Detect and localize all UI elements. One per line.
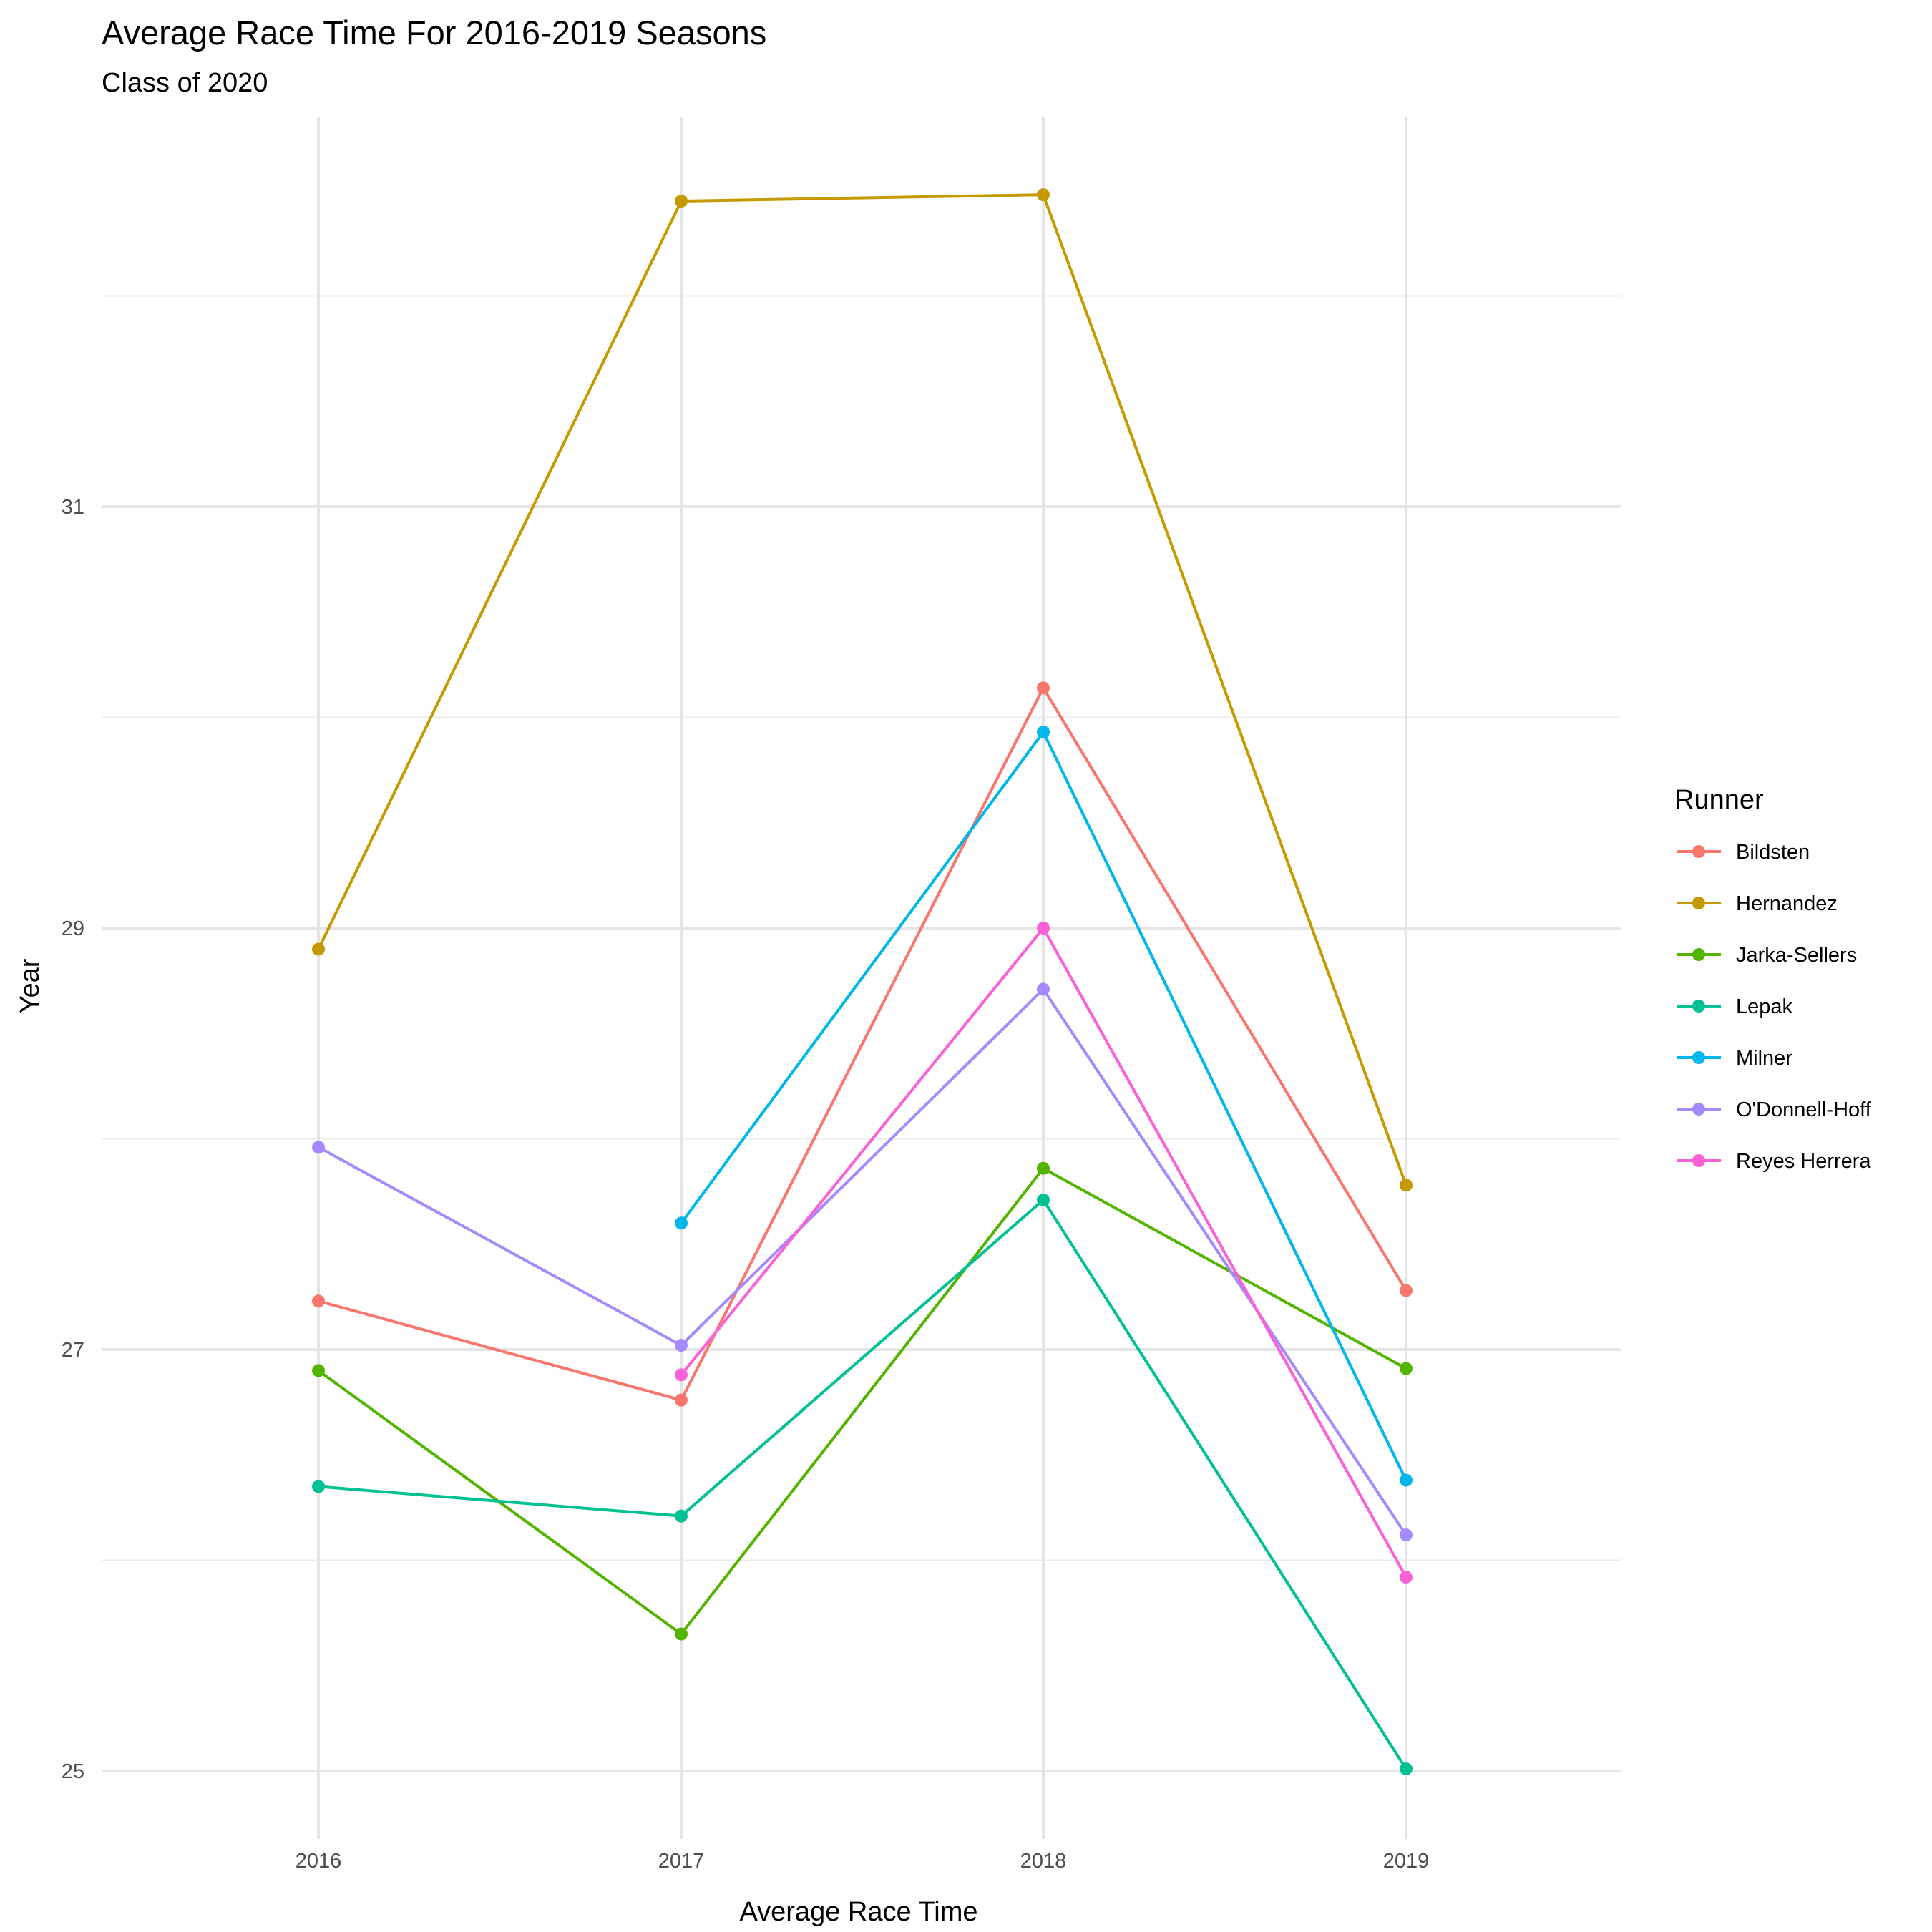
legend-label: Jarka-Sellers <box>1736 944 1857 967</box>
data-point <box>1400 1179 1413 1192</box>
legend-key-point <box>1692 1000 1705 1013</box>
data-point <box>675 194 688 208</box>
legend-item: O'Donnell-Hoff <box>1677 1098 1872 1121</box>
legend-items: Bildsten Hernandez Jarka-Sellers Lepak Milne… <box>1677 841 1872 1173</box>
legend-label: Hernandez <box>1736 892 1838 915</box>
legend-item: Bildsten <box>1677 841 1810 864</box>
data-point <box>1037 982 1050 996</box>
data-point <box>312 1141 325 1154</box>
legend-item: Lepak <box>1677 995 1793 1018</box>
legend-item: Jarka-Sellers <box>1677 944 1857 967</box>
legend-label: O'Donnell-Hoff <box>1736 1098 1872 1121</box>
x-tick-label: 2017 <box>658 1850 705 1873</box>
data-point <box>1037 726 1050 739</box>
legend-key-point <box>1692 1154 1705 1167</box>
data-point <box>312 1364 325 1377</box>
series-points <box>312 188 1413 1776</box>
x-tick-label: 2018 <box>1020 1850 1067 1873</box>
series-line <box>317 193 1407 1186</box>
data-point <box>312 1480 325 1493</box>
chart-title: Average Race Time For 2016-2019 Seasons <box>102 14 766 52</box>
series-lines <box>317 193 1407 1770</box>
y-axis-ticks: 25 27 29 31 <box>62 496 84 1783</box>
series-line <box>318 1198 1407 1770</box>
series-line <box>318 987 1407 1536</box>
y-tick-label: 27 <box>62 1339 84 1362</box>
legend-item: Reyes Herrera <box>1677 1150 1871 1173</box>
data-point <box>675 1509 688 1523</box>
data-point <box>1037 1161 1050 1175</box>
grid-major <box>102 117 1621 1839</box>
data-point <box>675 1216 688 1230</box>
data-point <box>1037 681 1050 695</box>
data-point <box>1400 1284 1413 1297</box>
legend-key-point <box>1692 845 1705 858</box>
x-axis-ticks: 2016 2017 2018 2019 <box>296 1850 1430 1873</box>
x-tick-label: 2016 <box>296 1850 342 1873</box>
data-point <box>1037 188 1050 202</box>
legend-label: Milner <box>1736 1047 1792 1070</box>
data-point <box>1037 1193 1050 1206</box>
y-tick-label: 31 <box>62 496 84 519</box>
legend-label: Reyes Herrera <box>1736 1150 1871 1173</box>
data-point <box>1037 922 1050 935</box>
legend: Runner Bildsten Hernandez Jarka-Sellers Lep… <box>1674 785 1872 1173</box>
legend-label: Bildsten <box>1736 841 1810 864</box>
legend-key-point <box>1692 1051 1705 1064</box>
data-point <box>1400 1571 1413 1584</box>
legend-label: Lepak <box>1736 995 1793 1018</box>
data-point <box>675 1393 688 1407</box>
legend-key-point <box>1692 897 1705 909</box>
y-tick-label: 29 <box>62 917 84 940</box>
legend-key-point <box>1692 948 1705 961</box>
data-point <box>312 1294 325 1308</box>
data-point <box>1400 1362 1413 1375</box>
data-point <box>1400 1528 1413 1542</box>
legend-key-point <box>1692 1103 1705 1116</box>
data-point <box>312 942 325 956</box>
data-point <box>1400 1762 1413 1776</box>
series-line <box>317 1166 1407 1636</box>
grid-minor <box>102 295 1621 1561</box>
x-tick-label: 2019 <box>1383 1850 1430 1873</box>
series-line <box>318 686 1407 1402</box>
data-point <box>675 1627 688 1641</box>
legend-item: Hernandez <box>1677 892 1838 915</box>
data-point <box>1400 1473 1413 1487</box>
y-axis-title: Year <box>15 958 45 1013</box>
y-tick-label: 25 <box>62 1760 84 1783</box>
legend-title: Runner <box>1674 785 1764 815</box>
data-point <box>675 1339 688 1352</box>
legend-item: Milner <box>1677 1047 1792 1070</box>
data-point <box>675 1368 688 1382</box>
chart-subtitle: Class of 2020 <box>102 68 268 98</box>
x-axis-title: Average Race Time <box>739 1897 977 1927</box>
